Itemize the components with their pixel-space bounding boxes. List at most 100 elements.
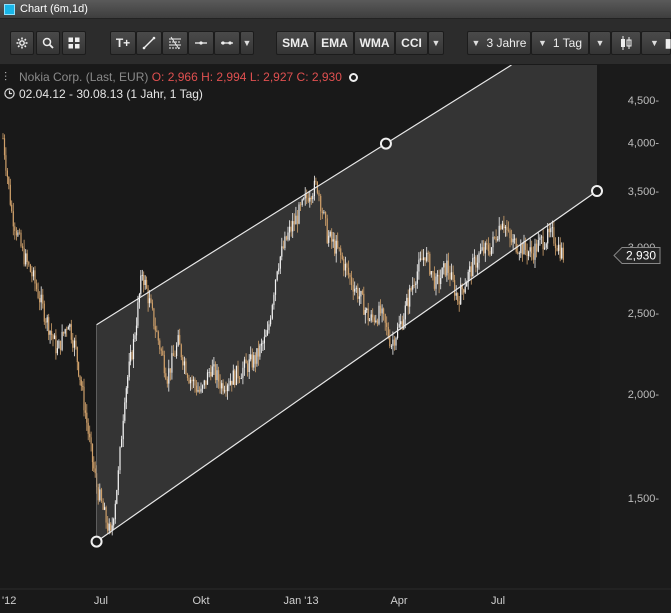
candle-body — [143, 274, 145, 285]
candle-body — [518, 253, 520, 254]
candle-body — [366, 308, 368, 311]
indicator-cci-button[interactable]: CCI — [395, 31, 428, 55]
candle-body — [270, 318, 272, 325]
candle-body — [218, 370, 220, 382]
candle-body — [157, 331, 159, 341]
horizontal-line-tool-button[interactable] — [188, 31, 214, 55]
candle-body — [494, 236, 496, 238]
candle-body — [540, 236, 543, 238]
last-price-badge — [613, 246, 661, 264]
candle-body — [42, 294, 44, 304]
x-tick-label: Jul — [94, 595, 108, 607]
candle-body — [469, 266, 471, 272]
candle-body — [141, 274, 143, 276]
candle-body — [457, 293, 459, 302]
chart-area[interactable]: 1,500-2,000-2,500-3,000-3,500-4,000-4,50… — [0, 65, 671, 613]
candle-body — [517, 252, 519, 254]
candle-body — [440, 278, 442, 284]
candle-body — [185, 361, 187, 375]
candle-body — [226, 385, 229, 391]
settings-dot-icon[interactable] — [349, 73, 359, 82]
candle-body — [265, 335, 267, 337]
candle-body — [40, 294, 42, 303]
interval-select[interactable]: ▼ 1 Tag — [531, 31, 589, 55]
candle-body — [473, 257, 475, 259]
candle-body — [430, 271, 432, 275]
candle-body — [401, 321, 403, 329]
candle-body — [224, 390, 226, 392]
price-chart[interactable]: 1,500-2,000-2,500-3,000-3,500-4,000-4,50… — [0, 65, 671, 613]
last-price-label: 2,930 — [626, 248, 656, 262]
drawing-tools-dropdown[interactable]: ▼ — [240, 31, 254, 55]
candle-body — [90, 437, 92, 444]
candle-body — [376, 320, 378, 324]
candle-body — [2, 138, 4, 139]
candle-body — [12, 211, 14, 227]
candle-body — [475, 257, 477, 268]
indicator-sma-button[interactable]: SMA — [276, 31, 315, 55]
candle-body — [358, 296, 360, 299]
settings-button[interactable] — [10, 31, 34, 55]
trendline-tool-button[interactable] — [136, 31, 162, 55]
candle-body — [320, 195, 322, 212]
candle-body — [232, 370, 234, 385]
candle-body — [221, 383, 223, 389]
search-button[interactable] — [36, 31, 60, 55]
candle-body — [343, 259, 345, 271]
candle-body — [82, 385, 84, 387]
candle-body — [444, 263, 446, 276]
candle-body — [421, 258, 423, 261]
indicator-ema-button[interactable]: EMA — [315, 31, 354, 55]
ray-tool-button[interactable] — [214, 31, 240, 55]
upper-anchor-handle[interactable] — [379, 137, 392, 150]
low-value: L: 2,927 — [249, 70, 294, 84]
candle-body — [285, 236, 288, 240]
search-icon — [42, 37, 54, 49]
candle-body — [259, 345, 261, 357]
lower-start-anchor-handle[interactable] — [90, 535, 103, 548]
candle-body — [367, 308, 369, 321]
x-tick-label: Jan '13 — [284, 595, 319, 607]
candle-body — [498, 225, 500, 240]
candle-body — [186, 374, 189, 378]
fibonacci-tool-button[interactable] — [162, 31, 188, 55]
layout-button[interactable] — [62, 31, 86, 55]
candle-body — [166, 379, 168, 384]
chart-type-button[interactable] — [611, 31, 641, 55]
period-select[interactable]: ▼ 3 Jahre — [467, 31, 531, 55]
candle-body — [507, 230, 509, 231]
candle-body — [23, 248, 25, 265]
y-tick-label: 3,500- — [628, 186, 660, 198]
candle-body — [532, 253, 534, 260]
lower-end-anchor-handle[interactable] — [591, 185, 603, 198]
candle-body — [478, 253, 480, 263]
candle-body — [179, 335, 181, 345]
price-axis-panel — [600, 65, 671, 613]
candle-body — [383, 308, 385, 315]
candle-body — [163, 355, 165, 374]
indicator-label: EMA — [321, 36, 348, 50]
candle-body — [410, 288, 412, 290]
interval-dropdown[interactable]: ▼ — [589, 31, 611, 55]
candle-body — [326, 218, 328, 243]
candle-body — [66, 329, 68, 331]
candlestick-icon — [621, 36, 632, 50]
candle-body — [514, 238, 516, 240]
window-title: Chart (6m,1d) — [20, 3, 88, 15]
candle-body — [284, 236, 286, 249]
candle-body — [418, 259, 420, 272]
instrument-info: ⫶ Nokia Corp. (Last, EUR) O: 2,966 H: 2,9… — [4, 70, 359, 85]
candle-body — [481, 247, 483, 251]
title-bar: Chart (6m,1d) — [0, 0, 671, 19]
horizontal-line-icon — [195, 41, 207, 45]
candle-body — [99, 489, 101, 501]
text-tool-button[interactable]: T+ — [110, 31, 136, 55]
chart-type-dropdown[interactable]: ▼ ▮ — [641, 31, 671, 55]
candle-body — [340, 248, 342, 256]
indicator-wma-button[interactable]: WMA — [354, 31, 395, 55]
candle-body — [31, 272, 33, 277]
indicators-dropdown[interactable]: ▼ — [428, 31, 444, 55]
candle-body — [415, 283, 417, 285]
candle-body — [398, 324, 400, 328]
candle-body — [419, 258, 421, 260]
